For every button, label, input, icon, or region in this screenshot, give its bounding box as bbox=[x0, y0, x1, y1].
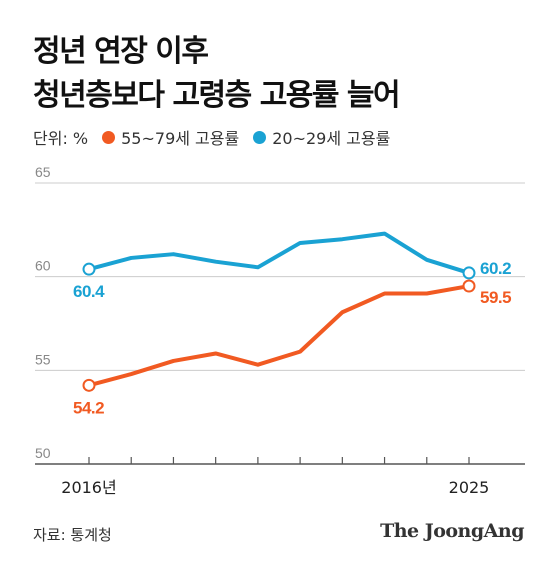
brand-logo: The JoongAng bbox=[380, 520, 524, 542]
y-tick-label-55: 55 bbox=[35, 351, 51, 367]
series-point-young-2016 bbox=[84, 264, 95, 275]
y-tick-label-65: 65 bbox=[35, 164, 51, 180]
data-label-young-start: 60.4 bbox=[73, 282, 105, 301]
series-point-older-2016 bbox=[84, 380, 95, 391]
x-tick-label-last: 2025 bbox=[449, 478, 490, 497]
data-label-older-end: 59.5 bbox=[480, 288, 511, 307]
series-point-older-2025 bbox=[464, 281, 475, 292]
y-tick-label-60: 60 bbox=[35, 258, 51, 274]
y-tick-label-50: 50 bbox=[35, 445, 51, 461]
data-label-older-start: 54.2 bbox=[73, 398, 104, 417]
x-tick-label-first: 2016년 bbox=[61, 478, 116, 497]
data-label-young-end: 60.2 bbox=[480, 259, 511, 278]
series-line-young bbox=[89, 234, 469, 273]
series-point-young-2025 bbox=[464, 267, 475, 278]
source-note: 자료: 통계청 bbox=[33, 524, 112, 545]
